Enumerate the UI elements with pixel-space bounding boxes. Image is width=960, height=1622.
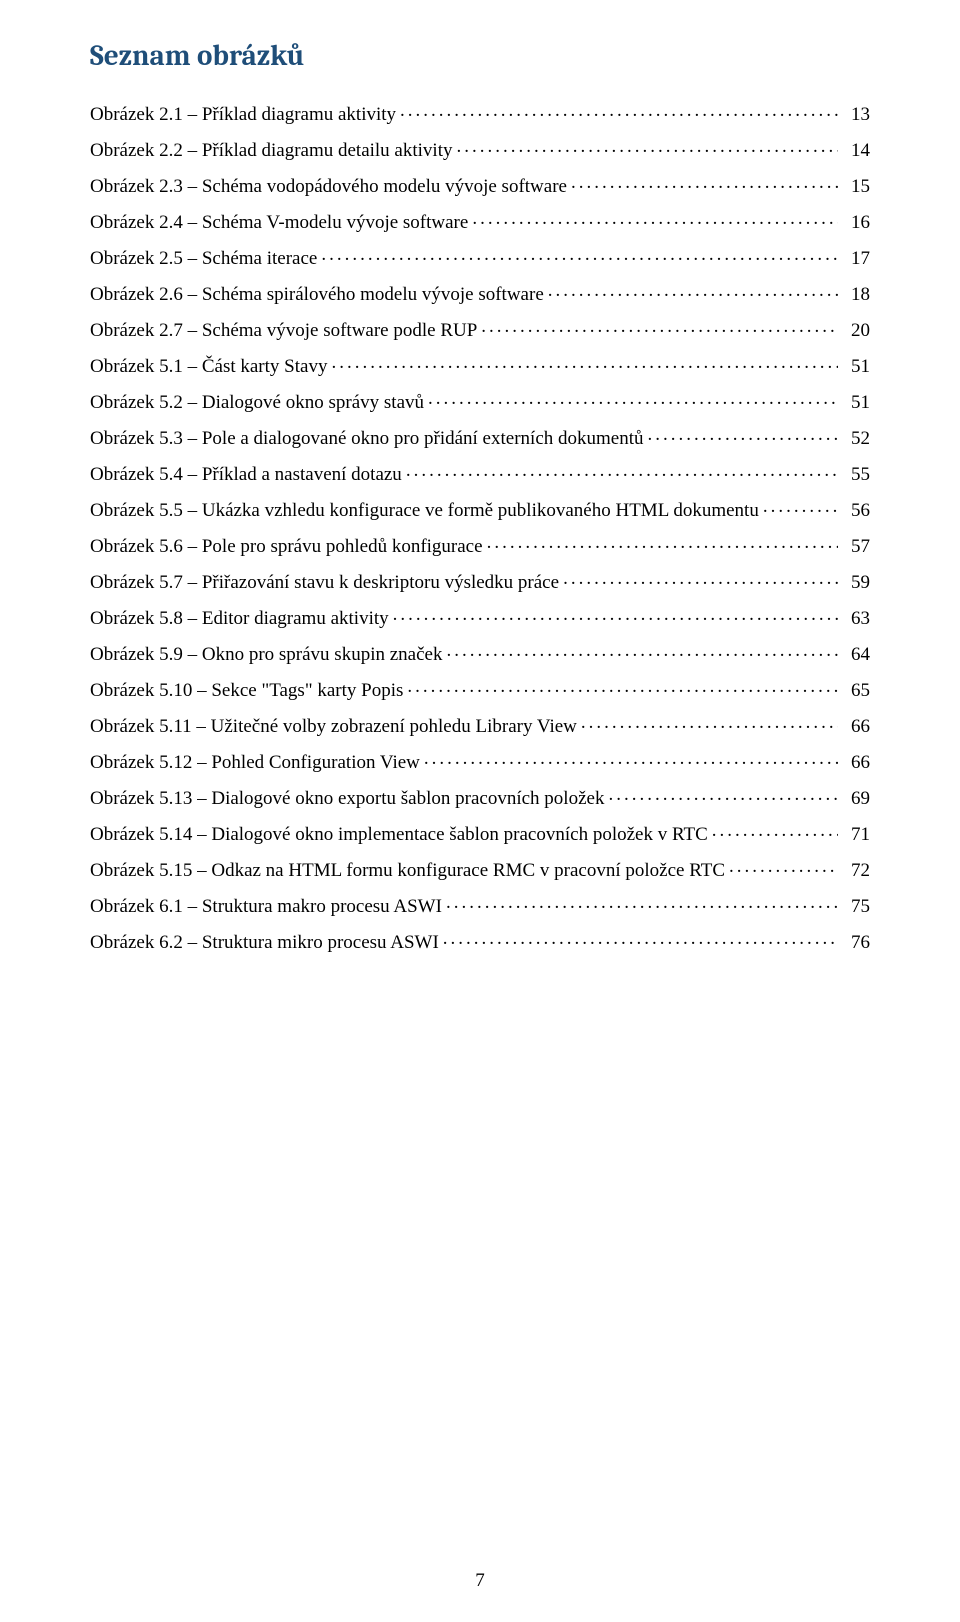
toc-leader-dots [763, 497, 838, 516]
toc-entry-label: Obrázek 5.3 – Pole a dialogované okno pr… [90, 429, 644, 448]
toc-entry-page: 66 [842, 717, 870, 736]
toc-row: Obrázek 6.1 – Struktura makro procesu AS… [90, 893, 870, 916]
toc-row: Obrázek 5.10 – Sekce "Tags" karty Popis 6… [90, 677, 870, 700]
toc-row: Obrázek 5.2 – Dialogové okno správy stav… [90, 389, 870, 412]
toc-leader-dots [446, 641, 838, 660]
toc-entry-page: 66 [842, 753, 870, 772]
toc-row: Obrázek 6.2 – Struktura mikro procesu AS… [90, 929, 870, 952]
toc-row: Obrázek 5.5 – Ukázka vzhledu konfigurace… [90, 497, 870, 520]
toc-entry-page: 15 [842, 177, 870, 196]
toc-entry-page: 72 [842, 861, 870, 880]
toc-leader-dots [400, 101, 838, 120]
toc-entry-label: Obrázek 5.5 – Ukázka vzhledu konfigurace… [90, 501, 759, 520]
toc-row: Obrázek 2.6 – Schéma spirálového modelu … [90, 281, 870, 304]
page-number: 7 [0, 1570, 960, 1592]
toc-entry-page: 16 [842, 213, 870, 232]
toc-row: Obrázek 2.4 – Schéma V-modelu vývoje sof… [90, 209, 870, 232]
toc-entry-label: Obrázek 5.12 – Pohled Configuration View [90, 753, 420, 772]
toc-entry-label: Obrázek 2.1 – Příklad diagramu aktivity [90, 105, 396, 124]
toc-leader-dots [393, 605, 838, 624]
toc-entry-page: 76 [842, 933, 870, 952]
toc-entry-label: Obrázek 6.1 – Struktura makro procesu AS… [90, 897, 442, 916]
toc-leader-dots [729, 857, 838, 876]
toc-entry-page: 51 [842, 357, 870, 376]
toc-leader-dots [571, 173, 838, 192]
toc-row: Obrázek 5.13 – Dialogové okno exportu ša… [90, 785, 870, 808]
toc-entry-label: Obrázek 5.14 – Dialogové okno implementa… [90, 825, 708, 844]
toc-entry-label: Obrázek 5.8 – Editor diagramu aktivity [90, 609, 389, 628]
toc-entry-page: 57 [842, 537, 870, 556]
toc-entry-page: 64 [842, 645, 870, 664]
toc-entry-label: Obrázek 2.2 – Příklad diagramu detailu a… [90, 141, 452, 160]
toc-row: Obrázek 5.15 – Odkaz na HTML formu konfi… [90, 857, 870, 880]
toc-entry-label: Obrázek 5.6 – Pole pro správu pohledů ko… [90, 537, 483, 556]
toc-leader-dots [446, 893, 838, 912]
toc-row: Obrázek 5.4 – Příklad a nastavení dotazu… [90, 461, 870, 484]
page-title: Seznam obrázků [90, 40, 870, 73]
toc-row: Obrázek 2.7 – Schéma vývoje software pod… [90, 317, 870, 340]
toc-entry-label: Obrázek 5.13 – Dialogové okno exportu ša… [90, 789, 604, 808]
toc-entry-page: 18 [842, 285, 870, 304]
toc-entry-page: 52 [842, 429, 870, 448]
toc-row: Obrázek 2.3 – Schéma vodopádového modelu… [90, 173, 870, 196]
toc-entry-label: Obrázek 5.15 – Odkaz na HTML formu konfi… [90, 861, 725, 880]
toc-entry-page: 56 [842, 501, 870, 520]
toc-row: Obrázek 2.1 – Příklad diagramu aktivity 1… [90, 101, 870, 124]
toc-row: Obrázek 5.7 – Přiřazování stavu k deskri… [90, 569, 870, 592]
toc-row: Obrázek 5.8 – Editor diagramu aktivity 63 [90, 605, 870, 628]
toc-leader-dots [548, 281, 838, 300]
toc-entry-page: 59 [842, 573, 870, 592]
toc-row: Obrázek 5.14 – Dialogové okno implementa… [90, 821, 870, 844]
toc-row: Obrázek 5.1 – Část karty Stavy 51 [90, 353, 870, 376]
toc-entry-page: 63 [842, 609, 870, 628]
toc-entry-label: Obrázek 2.6 – Schéma spirálového modelu … [90, 285, 544, 304]
toc-entry-page: 14 [842, 141, 870, 160]
toc-leader-dots [712, 821, 838, 840]
toc-leader-dots [443, 929, 838, 948]
toc-entry-page: 75 [842, 897, 870, 916]
toc-entry-label: Obrázek 2.3 – Schéma vodopádového modelu… [90, 177, 567, 196]
toc-entry-label: Obrázek 5.10 – Sekce "Tags" karty Popis [90, 681, 403, 700]
toc-entry-label: Obrázek 5.11 – Užitečné volby zobrazení … [90, 717, 577, 736]
toc-entry-label: Obrázek 5.4 – Příklad a nastavení dotazu [90, 465, 402, 484]
toc-entry-label: Obrázek 5.1 – Část karty Stavy [90, 357, 327, 376]
toc-entry-label: Obrázek 5.9 – Okno pro správu skupin zna… [90, 645, 442, 664]
toc-leader-dots [487, 533, 838, 552]
toc-leader-dots [428, 389, 838, 408]
toc-entry-page: 55 [842, 465, 870, 484]
toc-entry-label: Obrázek 2.5 – Schéma iterace [90, 249, 317, 268]
toc-leader-dots [481, 317, 838, 336]
toc-entry-page: 17 [842, 249, 870, 268]
toc-leader-dots [321, 245, 838, 264]
toc-leader-dots [648, 425, 839, 444]
toc-entry-label: Obrázek 2.4 – Schéma V-modelu vývoje sof… [90, 213, 468, 232]
toc-row: Obrázek 5.12 – Pohled Configuration View… [90, 749, 870, 772]
toc-entry-page: 20 [842, 321, 870, 340]
toc-entry-page: 65 [842, 681, 870, 700]
toc-entry-label: Obrázek 5.7 – Přiřazování stavu k deskri… [90, 573, 559, 592]
toc-entry-page: 51 [842, 393, 870, 412]
toc-entry-page: 13 [842, 105, 870, 124]
toc-leader-dots [581, 713, 838, 732]
toc-entry-label: Obrázek 5.2 – Dialogové okno správy stav… [90, 393, 424, 412]
toc-leader-dots [424, 749, 838, 768]
toc-row: Obrázek 5.9 – Okno pro správu skupin zna… [90, 641, 870, 664]
toc-entry-label: Obrázek 2.7 – Schéma vývoje software pod… [90, 321, 477, 340]
toc-row: Obrázek 5.6 – Pole pro správu pohledů ko… [90, 533, 870, 556]
toc-entry-page: 71 [842, 825, 870, 844]
toc-leader-dots [456, 137, 838, 156]
toc-leader-dots [407, 677, 838, 696]
toc-row: Obrázek 5.11 – Užitečné volby zobrazení … [90, 713, 870, 736]
toc-leader-dots [608, 785, 838, 804]
toc-entry-page: 69 [842, 789, 870, 808]
table-of-figures: Obrázek 2.1 – Příklad diagramu aktivity 1… [90, 101, 870, 952]
toc-leader-dots [472, 209, 838, 228]
toc-row: Obrázek 5.3 – Pole a dialogované okno pr… [90, 425, 870, 448]
toc-row: Obrázek 2.2 – Příklad diagramu detailu a… [90, 137, 870, 160]
toc-entry-label: Obrázek 6.2 – Struktura mikro procesu AS… [90, 933, 439, 952]
toc-row: Obrázek 2.5 – Schéma iterace 17 [90, 245, 870, 268]
toc-leader-dots [406, 461, 838, 480]
toc-leader-dots [563, 569, 838, 588]
toc-leader-dots [331, 353, 838, 372]
